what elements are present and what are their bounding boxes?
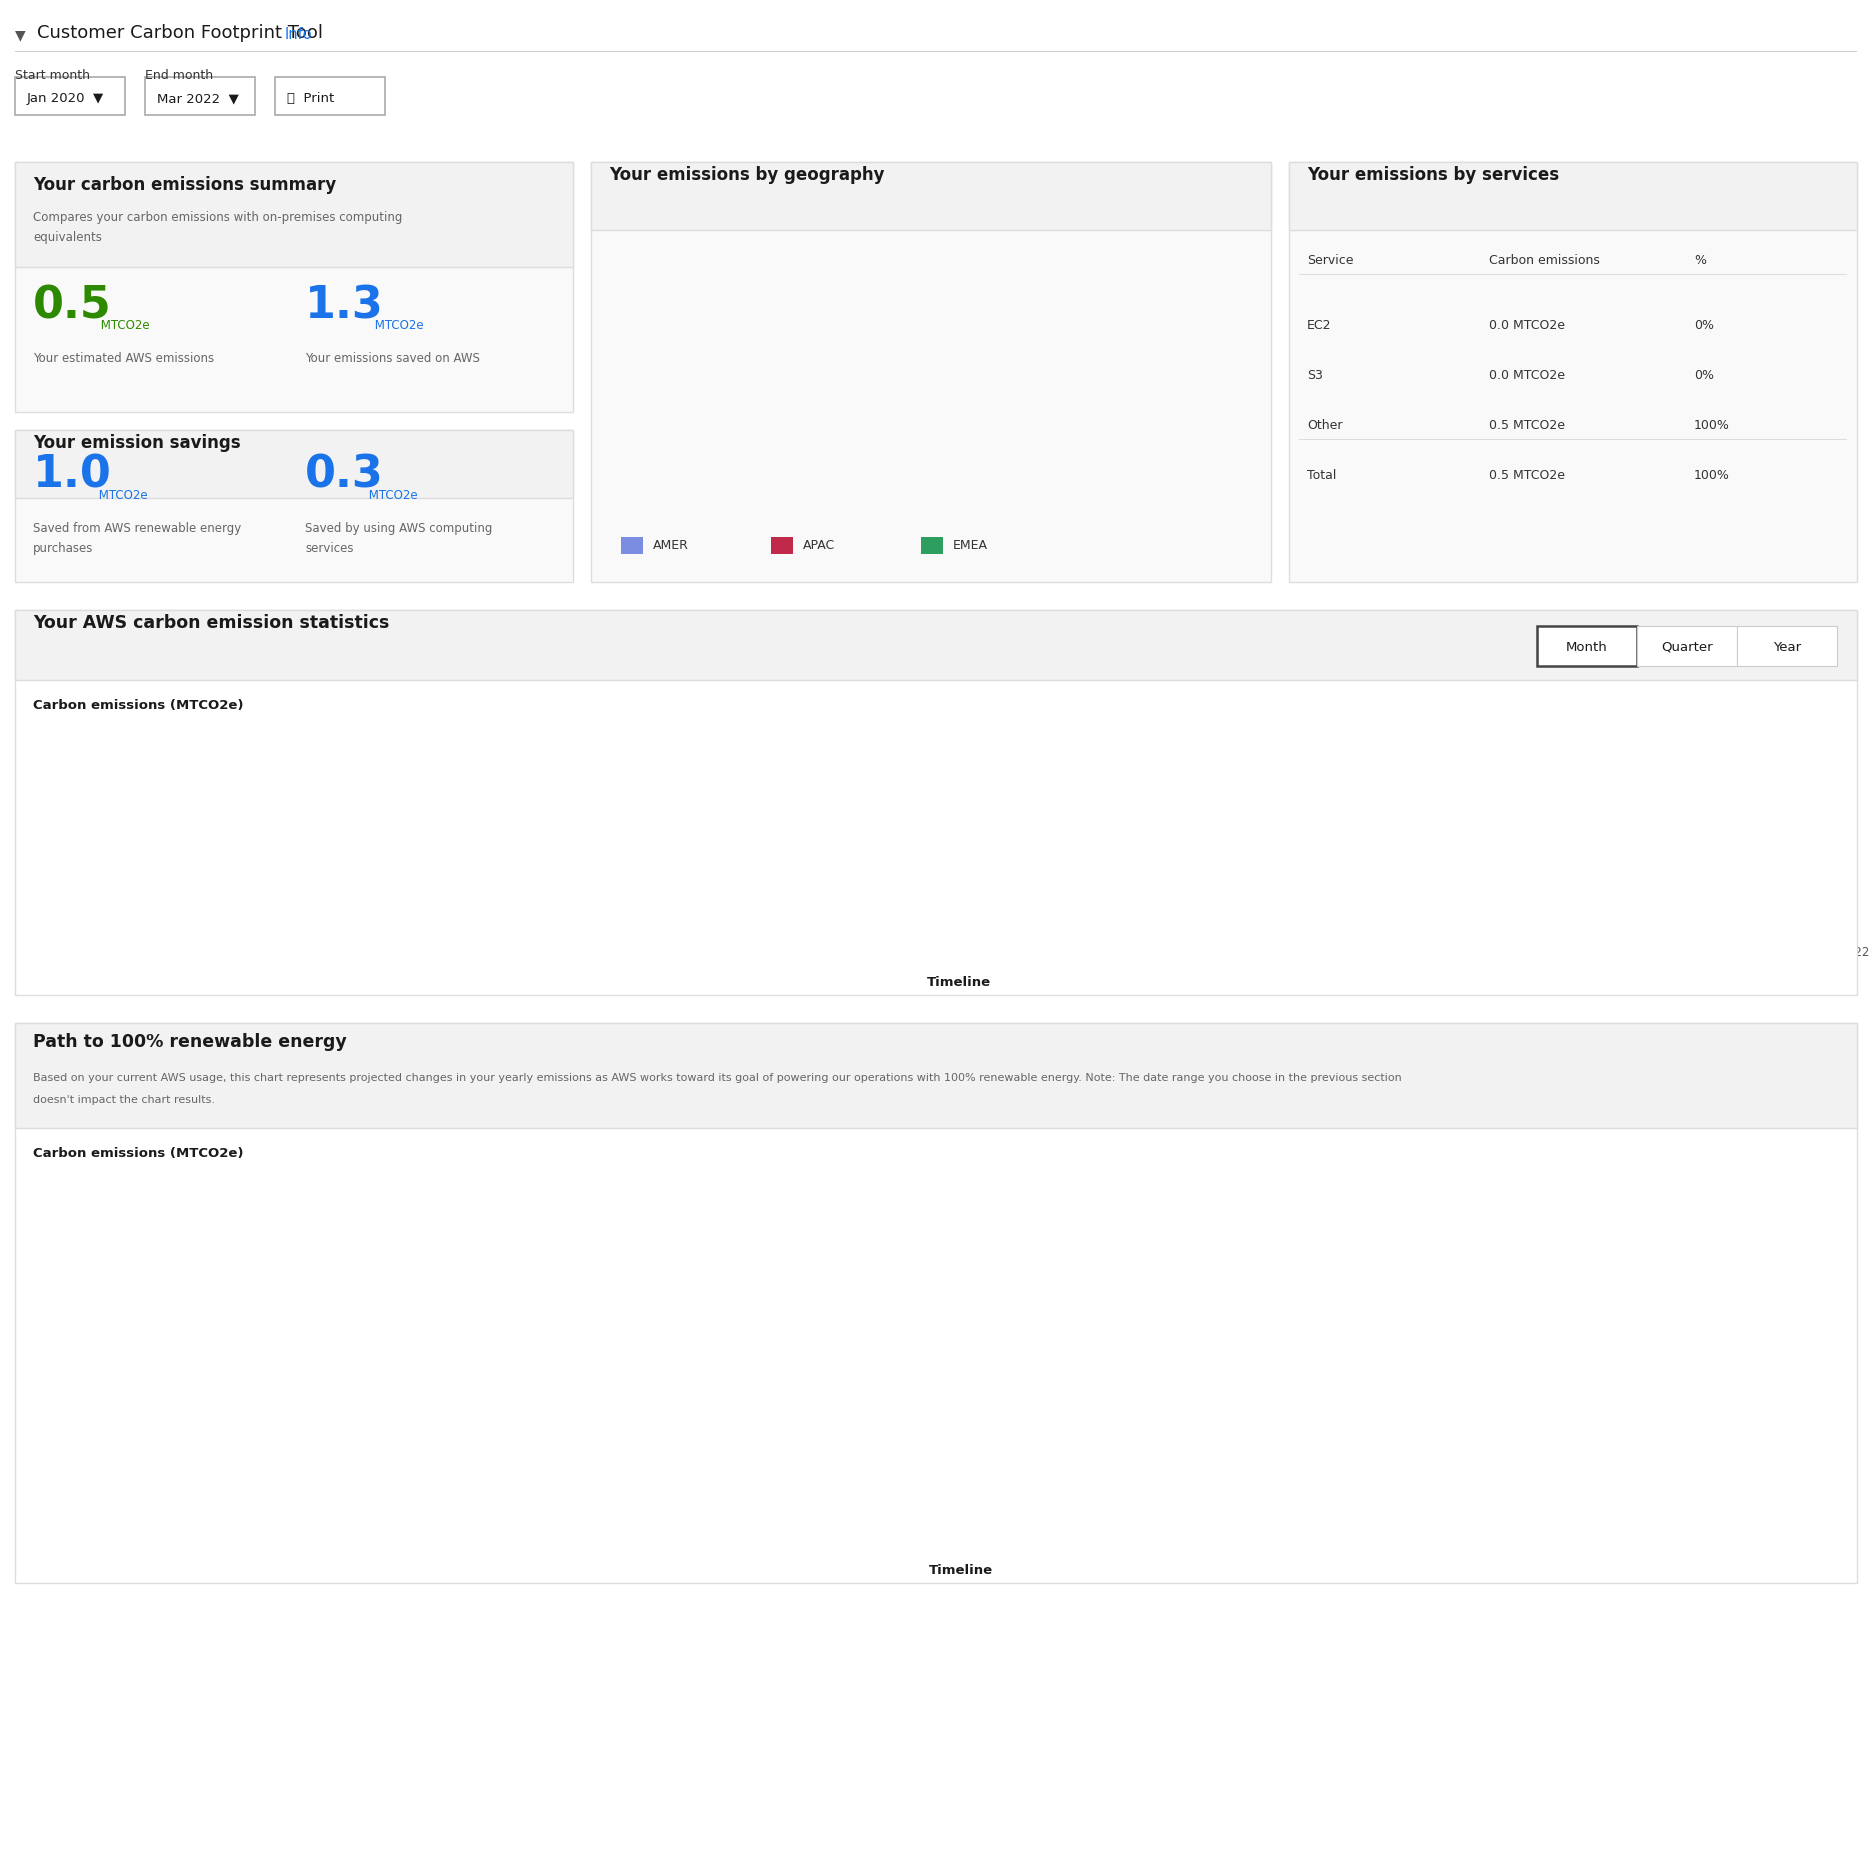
Text: ▼: ▼ bbox=[15, 28, 26, 43]
Text: Saved from AWS renewable energy: Saved from AWS renewable energy bbox=[34, 522, 241, 535]
Text: Your emissions by services: Your emissions by services bbox=[1307, 166, 1559, 183]
Text: Carbon emissions (MTCO2e): Carbon emissions (MTCO2e) bbox=[34, 699, 243, 712]
Text: 1.3: 1.3 bbox=[305, 285, 384, 327]
Text: Month: Month bbox=[1567, 640, 1608, 655]
Text: services: services bbox=[305, 542, 354, 555]
Text: %: % bbox=[1694, 253, 1705, 266]
Text: Year: Year bbox=[1773, 640, 1801, 655]
Text: Jan 2020  ▼: Jan 2020 ▼ bbox=[26, 92, 105, 105]
Text: Your emissions by geography: Your emissions by geography bbox=[608, 166, 884, 183]
Text: MTCO2e: MTCO2e bbox=[95, 488, 148, 501]
Text: 100%: 100% bbox=[1694, 418, 1730, 433]
Text: MTCO2e: MTCO2e bbox=[97, 318, 150, 331]
Text: 0%: 0% bbox=[1694, 318, 1715, 331]
Text: 1.0: 1.0 bbox=[34, 453, 112, 498]
Text: purchases: purchases bbox=[34, 542, 94, 555]
Text: Mar 2022  ▼: Mar 2022 ▼ bbox=[157, 92, 240, 105]
Text: 100%: 100% bbox=[1694, 470, 1730, 483]
Text: Your carbon emissions summary: Your carbon emissions summary bbox=[34, 176, 337, 194]
Text: MTCO2e: MTCO2e bbox=[365, 488, 417, 501]
Text: 0.5 MTCO2e: 0.5 MTCO2e bbox=[1488, 470, 1565, 483]
Text: Your estimated AWS emissions: Your estimated AWS emissions bbox=[34, 352, 213, 364]
Text: 0.5: 0.5 bbox=[34, 285, 112, 327]
Wedge shape bbox=[826, 279, 1037, 490]
Text: EMEA: EMEA bbox=[953, 538, 988, 551]
Text: Carbon emissions (MTCO2e): Carbon emissions (MTCO2e) bbox=[34, 1147, 243, 1160]
Text: equivalents: equivalents bbox=[34, 231, 101, 244]
Text: 0.0 MTCO2e: 0.0 MTCO2e bbox=[1488, 318, 1565, 331]
Text: 🖨  Print: 🖨 Print bbox=[286, 92, 335, 105]
Text: Carbon emissions: Carbon emissions bbox=[1488, 253, 1601, 266]
Text: 0%: 0% bbox=[1694, 368, 1715, 381]
Text: Timeline: Timeline bbox=[927, 977, 990, 990]
Text: Start month: Start month bbox=[15, 68, 90, 81]
Text: 0.5 MTCO2e: 0.5 MTCO2e bbox=[1488, 418, 1565, 433]
Text: End month: End month bbox=[144, 68, 213, 81]
Text: EC2: EC2 bbox=[1307, 318, 1331, 331]
Text: 0.0 MTCO2e: 0.0 MTCO2e bbox=[1488, 368, 1565, 381]
Text: Total: Total bbox=[1307, 470, 1337, 483]
Text: Timeline: Timeline bbox=[929, 1563, 992, 1576]
Text: Other: Other bbox=[1307, 418, 1342, 433]
Text: Path to 100% renewable energy: Path to 100% renewable energy bbox=[34, 1032, 346, 1051]
Text: Service: Service bbox=[1307, 253, 1353, 266]
Text: 0.3: 0.3 bbox=[305, 453, 384, 498]
Text: Saved by using AWS computing: Saved by using AWS computing bbox=[305, 522, 492, 535]
Text: Your emissions saved on AWS: Your emissions saved on AWS bbox=[305, 352, 479, 364]
Text: Compares your carbon emissions with on-premises computing: Compares your carbon emissions with on-p… bbox=[34, 211, 402, 224]
Text: Customer Carbon Footprint Tool: Customer Carbon Footprint Tool bbox=[37, 24, 324, 43]
Text: S3: S3 bbox=[1307, 368, 1324, 381]
Text: Info: Info bbox=[285, 28, 313, 43]
Text: Based on your current AWS usage, this chart represents projected changes in your: Based on your current AWS usage, this ch… bbox=[34, 1073, 1402, 1082]
Text: APAC: APAC bbox=[803, 538, 835, 551]
Text: Your AWS carbon emission statistics: Your AWS carbon emission statistics bbox=[34, 614, 389, 633]
Text: doesn't impact the chart results.: doesn't impact the chart results. bbox=[34, 1095, 215, 1104]
Text: Your emission savings: Your emission savings bbox=[34, 435, 241, 451]
Text: AMER: AMER bbox=[653, 538, 689, 551]
Text: Quarter: Quarter bbox=[1660, 640, 1713, 655]
Text: MTCO2e: MTCO2e bbox=[371, 318, 423, 331]
